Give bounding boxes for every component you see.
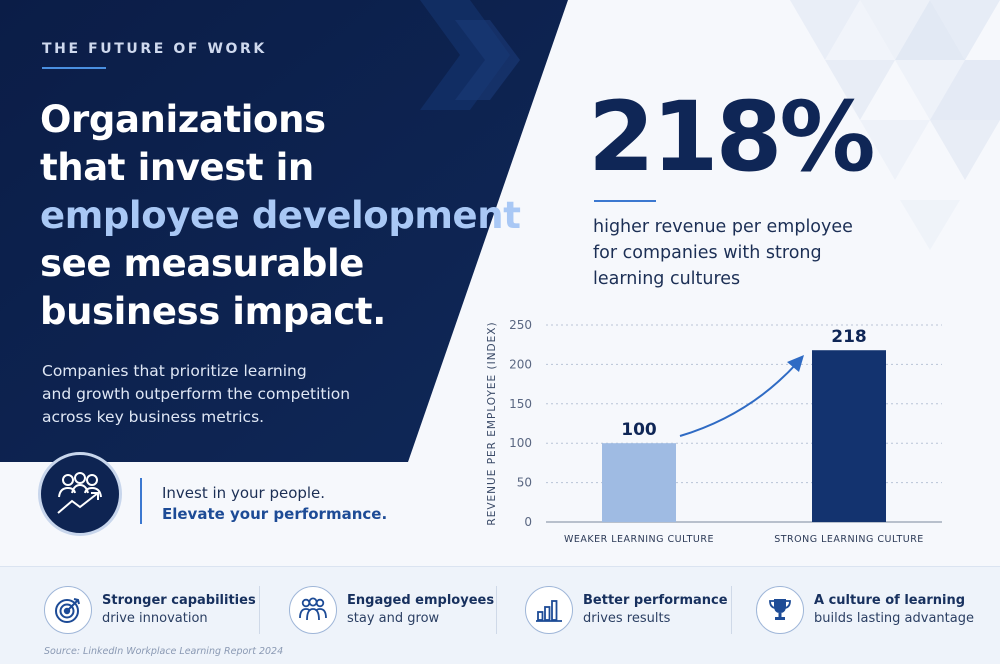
revenue-bar-chart: 0 50 100 150 200 250 100 218 WEAKER LEARNING C… — [486, 318, 942, 545]
feature-subtitle: drive innovation — [102, 611, 208, 626]
chart-y-tick-label: 150 — [509, 397, 532, 411]
badge-tagline-emphasis: Elevate your performance. — [162, 505, 388, 523]
headline-line: business impact. — [40, 290, 386, 333]
feature-subtitle: builds lasting advantage — [814, 611, 974, 626]
target-icon — [44, 586, 92, 634]
trophy-icon — [756, 586, 804, 634]
subtext-line: across key business metrics. — [42, 408, 265, 426]
chart-y-tick-label: 100 — [509, 436, 532, 450]
chart-x-tick-label: STRONG LEARNING CULTURE — [774, 534, 924, 545]
stat-description-line: for companies with strong — [593, 243, 822, 263]
people-icon — [289, 586, 337, 634]
feature-separator — [259, 586, 260, 634]
chart-data-label: 218 — [831, 327, 867, 347]
headline-line: that invest in — [40, 146, 314, 189]
stat-value: 218% — [588, 81, 876, 193]
chart-y-ticks: 0 50 100 150 200 250 — [509, 318, 532, 529]
bar-chart-icon — [525, 586, 573, 634]
chart-data-label: 100 — [621, 420, 657, 440]
growth-arrow — [679, 355, 804, 437]
subtext: Companies that prioritize learning and g… — [42, 360, 372, 429]
source-citation: Source: LinkedIn Workplace Learning Repo… — [44, 646, 284, 657]
headline-line: Organizations — [40, 98, 326, 141]
chart-y-axis-label: REVENUE PER EMPLOYEE (INDEX) — [486, 321, 498, 525]
chart-bar — [602, 443, 676, 522]
chart-bar — [812, 350, 886, 522]
stat-description: higher revenue per employee for companie… — [593, 214, 893, 292]
chart-data-labels: 100 218 — [621, 327, 867, 440]
features-strip — [0, 566, 1000, 664]
headline-panel — [0, 0, 568, 462]
badge-tagline: Invest in your people. — [162, 484, 326, 502]
eyebrow-label: THE FUTURE OF WORK — [42, 41, 267, 57]
feature-subtitle: drives results — [583, 611, 671, 626]
chart-y-tick-label: 250 — [509, 318, 532, 332]
stat-description-line: higher revenue per employee — [593, 217, 853, 237]
feature-separator — [731, 586, 732, 634]
stat-description-line: learning cultures — [593, 269, 741, 289]
subtext-line: and growth outperform the competition — [42, 385, 351, 403]
chart-x-tick-label: WEAKER LEARNING CULTURE — [564, 534, 714, 545]
stat-rule — [594, 200, 656, 202]
chart-x-ticks: WEAKER LEARNING CULTURE STRONG LEARNING C… — [564, 534, 924, 545]
team-growth-icon — [57, 472, 102, 514]
headline-line: see measurable — [40, 242, 364, 285]
chart-bars — [602, 350, 886, 522]
headline: Organizations that invest in employee de… — [40, 96, 521, 336]
eyebrow-rule — [42, 67, 106, 69]
chart-y-tick-label: 50 — [517, 476, 532, 490]
team-growth-badge — [38, 452, 122, 536]
subtext-line: Companies that prioritize learning — [42, 362, 307, 380]
chart-y-tick-label: 0 — [524, 515, 532, 529]
feature-title: Better performance — [583, 593, 728, 608]
feature-separator — [496, 586, 497, 634]
feature-subtitle: stay and grow — [347, 611, 440, 626]
badge-divider — [140, 478, 142, 524]
feature-title: A culture of learning — [814, 593, 966, 608]
feature-title: Engaged employees — [347, 593, 495, 608]
feature-title: Stronger capabilities — [102, 593, 256, 608]
chart-y-tick-label: 200 — [509, 357, 532, 371]
headline-accent-line: employee development — [40, 194, 521, 237]
